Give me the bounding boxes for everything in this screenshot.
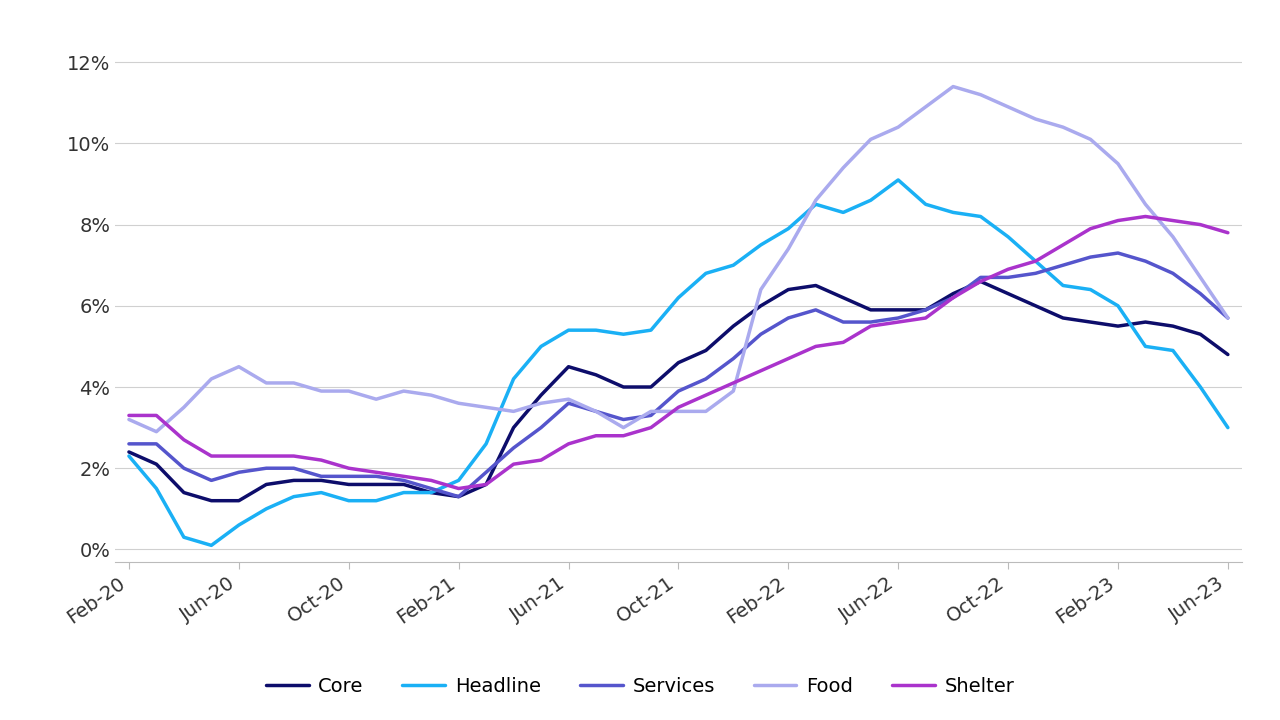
Legend: Core, Headline, Services, Food, Shelter: Core, Headline, Services, Food, Shelter: [266, 677, 1014, 696]
